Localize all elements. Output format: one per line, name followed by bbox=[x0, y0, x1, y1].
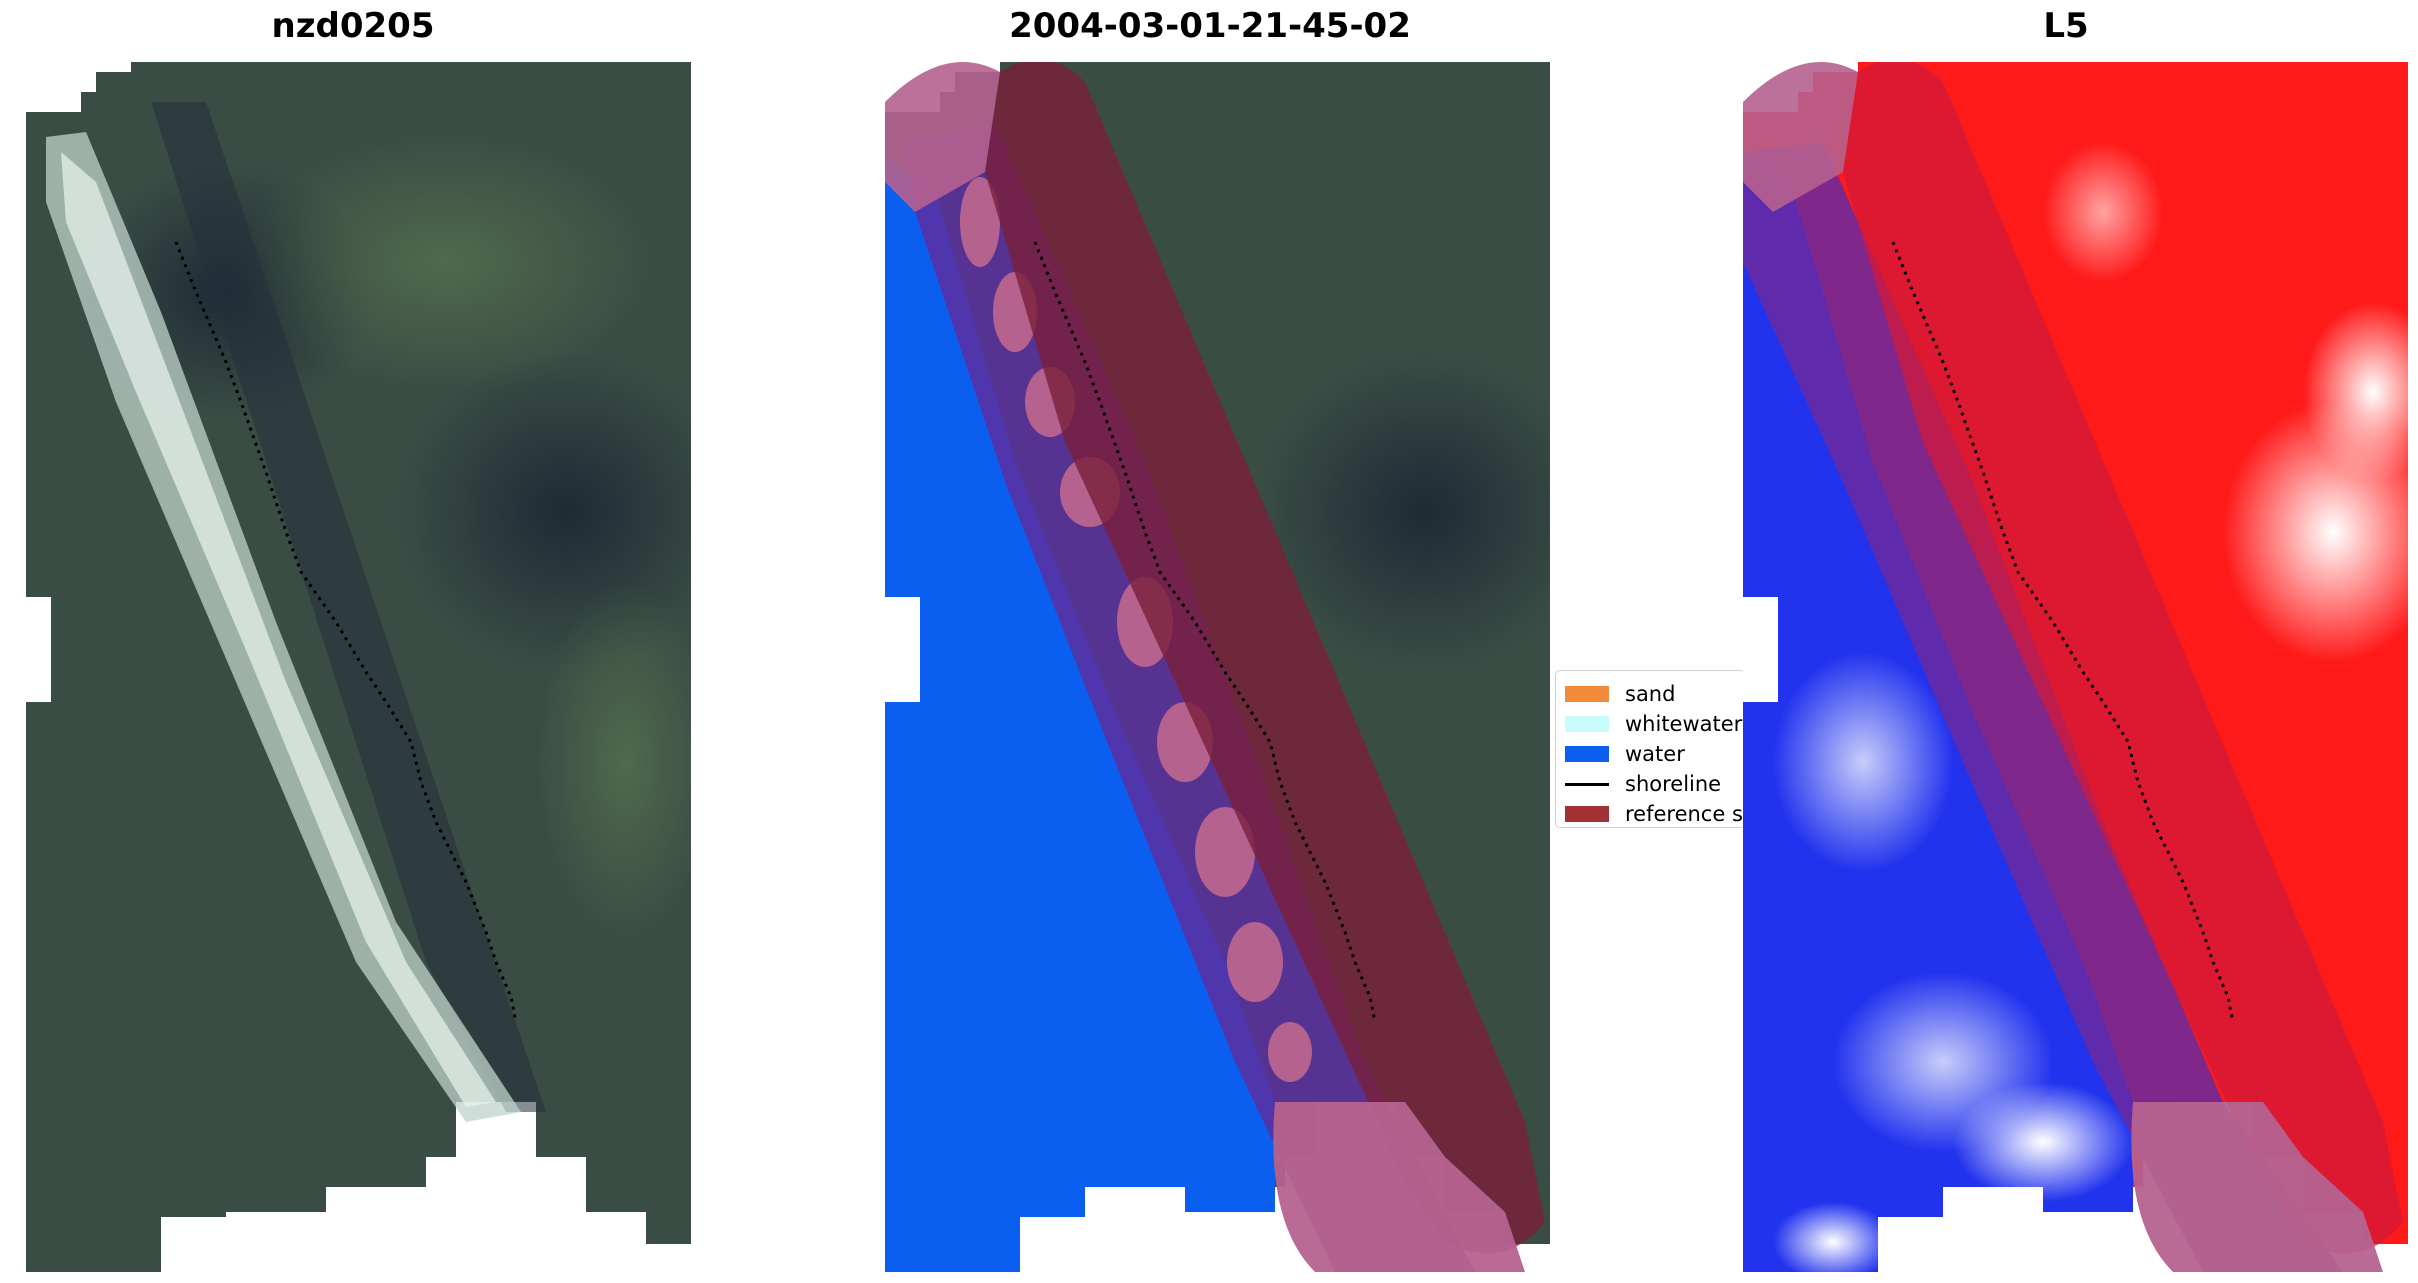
legend-item-whitewater: whitewater bbox=[1556, 709, 1744, 739]
index-texture bbox=[2043, 142, 2163, 282]
index-texture bbox=[2303, 302, 2408, 482]
index-texture bbox=[1953, 1082, 2133, 1202]
no-data bbox=[1743, 597, 1778, 702]
legend-swatch-reference bbox=[1565, 806, 1609, 822]
legend-item-shoreline: shoreline bbox=[1556, 769, 1744, 799]
panel-title-3: L5 bbox=[2043, 6, 2089, 46]
index-image bbox=[1743, 62, 2408, 1272]
index-texture bbox=[1773, 1202, 1893, 1272]
legend-label: reference s bbox=[1625, 802, 1743, 826]
reference-buffer-end bbox=[1273, 1102, 1525, 1272]
rgb-image-panel bbox=[26, 62, 691, 1272]
surf-zone-bright bbox=[61, 152, 496, 1107]
legend-item-sand: sand bbox=[1556, 679, 1744, 709]
legend: sand whitewater water shoreline referenc… bbox=[1555, 670, 1745, 828]
classification-image bbox=[885, 62, 1550, 1272]
classification-panel bbox=[885, 62, 1550, 1272]
legend-line-shoreline bbox=[1565, 782, 1609, 786]
reference-buffer-end bbox=[885, 62, 1000, 212]
panel-title-2: 2004-03-01-21-45-02 bbox=[1009, 6, 1411, 46]
reference-buffer-end bbox=[1743, 62, 1858, 212]
reference-band bbox=[1843, 62, 2403, 1254]
no-data bbox=[885, 597, 920, 702]
whitewater-patch bbox=[1227, 922, 1283, 1002]
legend-swatch-sand bbox=[1565, 686, 1609, 702]
vegetation bbox=[236, 132, 656, 392]
surf-zone-index bbox=[1743, 142, 2343, 1272]
index-panel bbox=[1743, 62, 2408, 1272]
legend-label: shoreline bbox=[1625, 772, 1722, 796]
panel-title-1: nzd0205 bbox=[271, 6, 435, 46]
index-texture bbox=[1773, 652, 1953, 872]
legend-swatch-whitewater bbox=[1565, 716, 1609, 732]
no-data bbox=[1878, 1187, 2133, 1272]
legend-label: water bbox=[1625, 742, 1685, 766]
reference-buffer-end bbox=[2131, 1102, 2383, 1272]
legend-swatch-water bbox=[1565, 746, 1609, 762]
legend-item-reference: reference s bbox=[1556, 799, 1744, 827]
water-class bbox=[885, 157, 1275, 1272]
shoreline bbox=[1891, 241, 2235, 1023]
whitewater-patch bbox=[960, 177, 1000, 267]
dark-forest bbox=[1255, 352, 1550, 672]
whitewater-patch bbox=[1195, 807, 1255, 897]
shoreline bbox=[1033, 241, 1377, 1023]
beach-shadow bbox=[151, 102, 546, 1112]
whitewater-patch bbox=[1268, 1022, 1312, 1082]
legend-label: whitewater bbox=[1625, 712, 1743, 736]
shoreline bbox=[174, 241, 518, 1023]
vegetation bbox=[536, 582, 691, 942]
no-data bbox=[1020, 1187, 1275, 1272]
legend-item-water: water bbox=[1556, 739, 1744, 769]
legend-label: sand bbox=[1625, 682, 1676, 706]
rgb-image bbox=[26, 62, 691, 1272]
reference-band bbox=[985, 62, 1545, 1254]
